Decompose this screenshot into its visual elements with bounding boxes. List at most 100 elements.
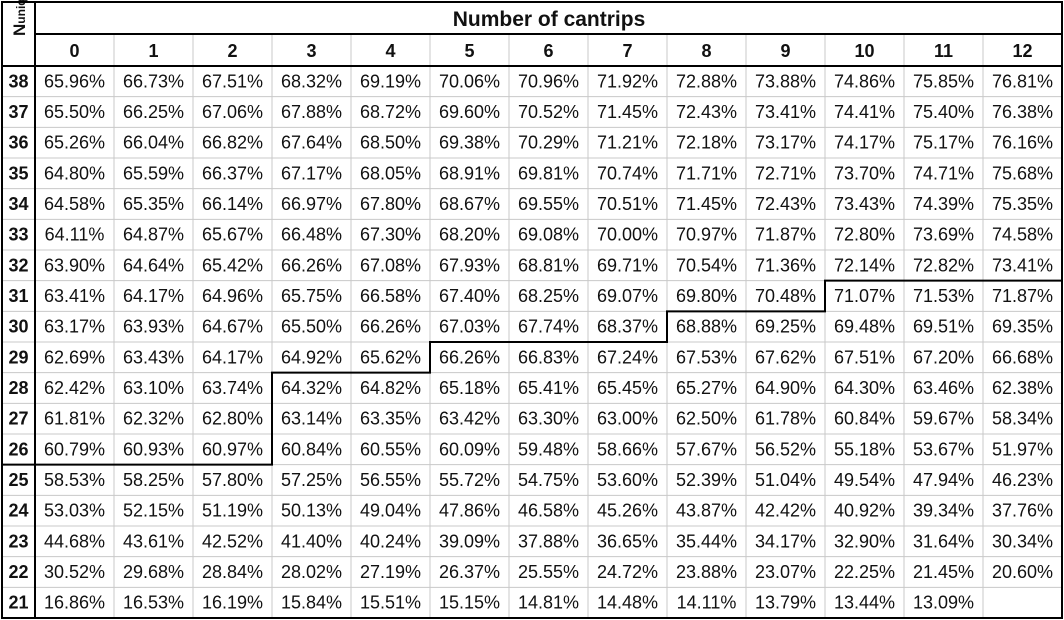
table-cell: 70.51%	[597, 194, 658, 214]
table-cell: 70.48%	[755, 286, 816, 306]
table-cell: 67.24%	[597, 347, 658, 367]
table-cell: 13.44%	[834, 593, 895, 613]
table-cell: 25.55%	[518, 562, 579, 582]
row-header-label: Nuniq	[10, 0, 29, 36]
table-cell: 68.50%	[360, 133, 421, 153]
table-cell: 62.32%	[123, 409, 184, 429]
column-header: 11	[934, 41, 953, 61]
table-cell: 29.68%	[123, 562, 184, 582]
table-cell: 63.14%	[281, 409, 342, 429]
table-cell: 65.42%	[202, 255, 263, 275]
table-cell: 69.08%	[518, 225, 579, 245]
table-cell: 64.64%	[123, 255, 184, 275]
table-cell: 71.71%	[676, 163, 737, 183]
table-cell: 68.32%	[281, 71, 342, 91]
row-header: 36	[8, 133, 28, 153]
table-cell: 59.67%	[913, 409, 974, 429]
table-cell: 65.59%	[123, 163, 184, 183]
table-cell: 68.72%	[360, 102, 421, 122]
column-header: 12	[1012, 41, 1032, 61]
table-cell: 43.87%	[676, 501, 737, 521]
table-cell: 66.14%	[202, 194, 263, 214]
table-cell: 35.44%	[676, 531, 737, 551]
table-cell: 72.18%	[676, 133, 737, 153]
table-cell: 58.53%	[44, 470, 105, 490]
table-cell: 70.00%	[597, 225, 658, 245]
table-cell: 64.80%	[44, 163, 105, 183]
table-cell: 63.00%	[597, 409, 658, 429]
table-cell: 64.30%	[834, 378, 895, 398]
table-cell: 71.45%	[676, 194, 737, 214]
column-header: 6	[543, 41, 553, 61]
table-cell: 70.06%	[439, 71, 500, 91]
table-cell: 63.42%	[439, 409, 500, 429]
row-header: 38	[8, 71, 28, 91]
table-cell: 43.61%	[123, 531, 184, 551]
table-cell: 71.36%	[755, 255, 816, 275]
table-cell: 39.09%	[439, 531, 500, 551]
table-cell: 74.41%	[834, 102, 895, 122]
row-header: 29	[8, 347, 28, 367]
table-cell: 63.35%	[360, 409, 421, 429]
row-header: 25	[8, 470, 28, 490]
table-cell: 75.17%	[913, 133, 974, 153]
table-cell: 67.17%	[281, 163, 342, 183]
row-header: 37	[8, 102, 28, 122]
table-cell: 63.43%	[123, 347, 184, 367]
table-cell: 57.25%	[281, 470, 342, 490]
table-cell: 66.83%	[518, 347, 579, 367]
table-cell: 66.82%	[202, 133, 263, 153]
table-cell: 26.37%	[439, 562, 500, 582]
table-cell: 50.13%	[281, 501, 342, 521]
column-header: 3	[306, 41, 316, 61]
table-cell: 56.55%	[360, 470, 421, 490]
table-cell: 60.93%	[123, 439, 184, 459]
table-cell: 76.16%	[992, 133, 1053, 153]
table-cell: 67.03%	[439, 317, 500, 337]
table-cell: 75.35%	[992, 194, 1053, 214]
table-cell: 14.11%	[677, 593, 737, 613]
table-cell: 73.41%	[992, 255, 1053, 275]
table-cell: 69.55%	[518, 194, 579, 214]
table-cell: 74.86%	[834, 71, 895, 91]
table-cell: 30.34%	[992, 531, 1053, 551]
table-cell: 45.26%	[597, 501, 658, 521]
table-cell: 15.15%	[439, 593, 500, 613]
column-header: 0	[69, 41, 79, 61]
table-cell: 73.70%	[834, 163, 895, 183]
table-cell: 67.08%	[360, 255, 421, 275]
table-cell: 68.88%	[676, 317, 737, 337]
table-cell: 67.51%	[202, 71, 263, 91]
column-header: 10	[854, 41, 874, 61]
table-cell: 57.67%	[676, 439, 737, 459]
table-cell: 53.03%	[44, 501, 105, 521]
table-cell: 64.82%	[360, 378, 421, 398]
row-header-label-main: N	[10, 24, 29, 36]
table-cell: 71.87%	[992, 286, 1053, 306]
table-cell: 60.55%	[360, 439, 421, 459]
table-cell: 64.90%	[755, 378, 816, 398]
row-header: 31	[8, 286, 28, 306]
row-headers: 38 37 36 35 34 33 32 31 30 29 28 27 26 25 24 23 22 21	[8, 71, 28, 612]
table-cell: 68.37%	[597, 317, 658, 337]
table-cell: 16.19%	[202, 593, 263, 613]
row-header-label-sub: uniq	[14, 0, 28, 24]
table-cells: 65.96% 66.73% 67.51% 68.32% 69.19% 70.06% 70.9…	[44, 71, 1053, 612]
table-cell: 64.96%	[202, 286, 263, 306]
table-cell: 55.72%	[439, 470, 500, 490]
table-cell: 23.88%	[676, 562, 737, 582]
table-cell: 63.90%	[44, 255, 105, 275]
table-cell: 40.92%	[834, 501, 895, 521]
table-cell: 70.54%	[676, 255, 737, 275]
table-cell: 60.09%	[439, 439, 500, 459]
table-cell: 56.52%	[755, 439, 816, 459]
table-cell: 66.26%	[281, 255, 342, 275]
table-cell: 65.27%	[676, 378, 737, 398]
table-cell: 69.80%	[676, 286, 737, 306]
table-cell: 65.26%	[44, 133, 105, 153]
table-cell: 60.97%	[202, 439, 263, 459]
column-header: 1	[148, 41, 158, 61]
table-cell: 69.25%	[755, 317, 816, 337]
table-cell: 62.80%	[202, 409, 263, 429]
